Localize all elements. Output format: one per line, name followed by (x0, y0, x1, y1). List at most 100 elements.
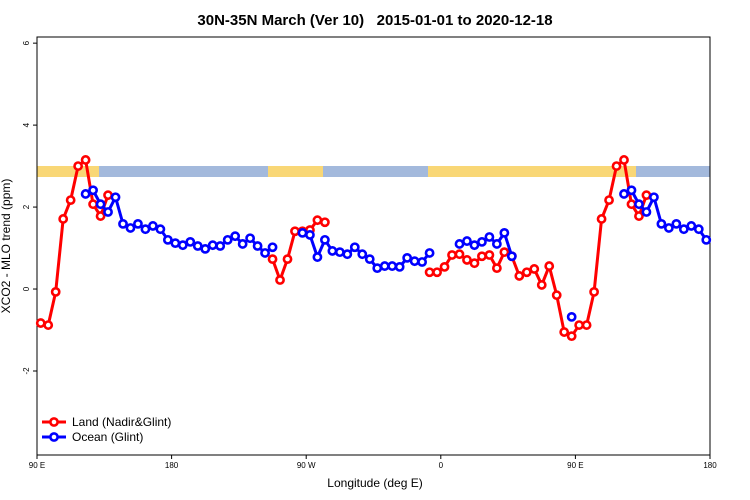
data-point (327, 246, 338, 256)
data-point (50, 286, 61, 297)
data-point (364, 254, 375, 265)
data-point (402, 252, 413, 263)
data-point (110, 192, 121, 203)
land-band (268, 166, 323, 177)
x-tick-label: 90 W (297, 461, 316, 470)
data-point (439, 261, 450, 272)
data-point (297, 227, 308, 238)
data-point (641, 207, 652, 217)
data-point (372, 263, 383, 274)
land-band (37, 166, 99, 177)
data-point (559, 327, 570, 337)
data-point (200, 243, 211, 254)
data-point (619, 155, 629, 165)
legend-label: Land (Nadir&Glint) (72, 415, 171, 429)
data-point (462, 236, 472, 246)
data-point (656, 218, 667, 229)
ocean-band (37, 166, 710, 177)
data-point (65, 195, 76, 206)
data-point (634, 211, 644, 221)
data-point (125, 223, 136, 233)
data-point (73, 161, 84, 171)
data-point (140, 224, 151, 235)
data-point (95, 199, 106, 210)
data-point (88, 185, 98, 196)
data-point (409, 256, 420, 267)
data-point (252, 241, 263, 251)
data-point (222, 234, 233, 245)
data-point (484, 250, 495, 260)
data-point (678, 224, 689, 235)
data-point (148, 221, 158, 231)
chart-title: 30N-35N March (Ver 10) 2015-01-01 to 202… (197, 12, 552, 29)
data-point (103, 207, 113, 217)
data-point (693, 224, 704, 235)
data-point (260, 248, 270, 258)
data-point (589, 286, 599, 297)
data-point (58, 214, 69, 224)
data-point (245, 233, 256, 244)
data-point (686, 221, 697, 231)
data-point (80, 189, 91, 199)
data-point (290, 226, 300, 237)
y-tick-label: -2 (22, 367, 31, 375)
data-point (103, 190, 113, 201)
data-point (207, 240, 218, 251)
data-point (162, 234, 173, 245)
data-point (185, 237, 196, 247)
data-point (514, 271, 525, 281)
data-point (566, 311, 577, 322)
data-point (604, 195, 614, 206)
land-ocean-band (37, 166, 710, 177)
data-point (469, 240, 480, 251)
y-axis-label: XCO2 - MLO trend (ppm) (0, 179, 13, 314)
data-point (611, 161, 622, 171)
land-band (428, 166, 636, 177)
x-tick-label: 90 E (29, 461, 45, 470)
data-point (641, 190, 652, 201)
x-tick-label: 180 (165, 461, 179, 470)
data-point (237, 239, 248, 249)
data-point (319, 217, 330, 228)
data-point (312, 215, 323, 226)
data-point (499, 247, 510, 258)
data-point (88, 199, 98, 210)
data-point (155, 224, 166, 235)
data-point (521, 267, 532, 278)
data-point (35, 318, 46, 328)
data-point (312, 252, 323, 262)
data-point (462, 255, 472, 265)
x-tick-label: 90 E (567, 461, 583, 470)
y-tick-label: 6 (22, 40, 31, 45)
data-point (506, 251, 517, 262)
data-point (118, 218, 128, 229)
data-point (319, 234, 330, 245)
data-point (192, 241, 203, 251)
legend-label: Ocean (Glint) (72, 430, 143, 444)
data-point (267, 254, 278, 265)
data-point (626, 199, 637, 210)
data-point (342, 249, 353, 260)
data-point (529, 264, 540, 274)
data-point (424, 248, 435, 258)
data-point (581, 320, 592, 330)
data-point (133, 218, 143, 229)
x-tick-label: 180 (703, 461, 717, 470)
data-point (551, 290, 562, 301)
data-point (170, 238, 181, 249)
plot-frame (36, 36, 711, 456)
data-point (634, 199, 644, 210)
data-point (454, 249, 465, 260)
data-point (536, 280, 547, 290)
data-point (267, 242, 278, 253)
data-point (484, 232, 495, 242)
data-point (43, 320, 54, 330)
data-point (334, 247, 345, 258)
data-point (477, 251, 487, 262)
data-point (424, 267, 435, 278)
data-point (649, 192, 659, 203)
data-point (177, 240, 188, 251)
data-point (454, 239, 465, 249)
data-point (477, 237, 487, 247)
